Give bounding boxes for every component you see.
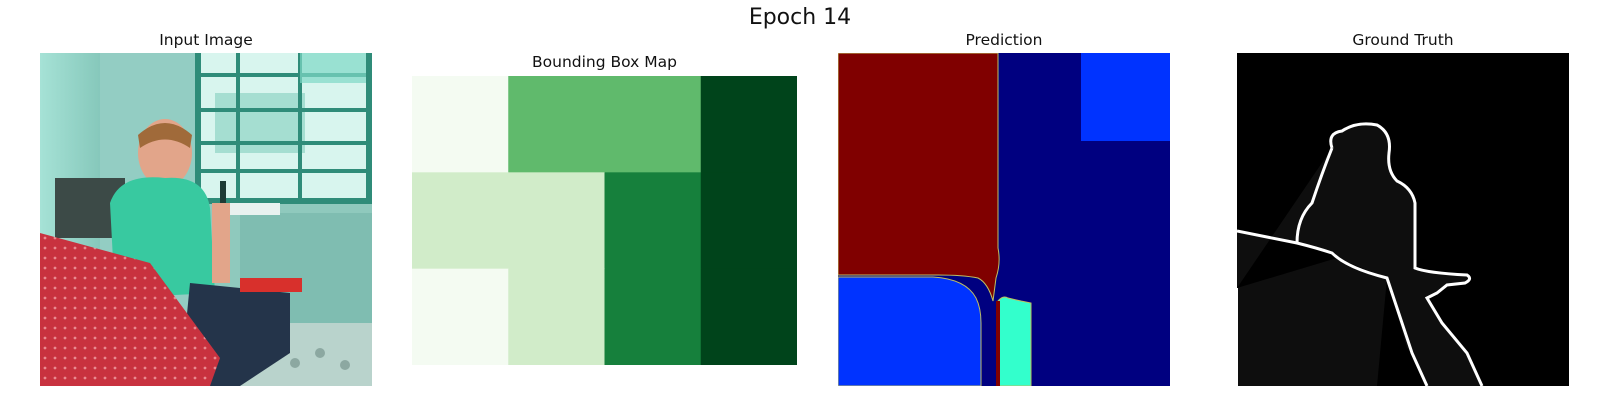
- figure-title: Epoch 14: [748, 5, 852, 30]
- bbox-cell: [700, 172, 797, 270]
- prediction-red-strip: [996, 301, 1000, 386]
- input-image: [40, 53, 372, 386]
- bbox-cell: [604, 76, 702, 173]
- bbox-cell: [412, 76, 509, 173]
- ground-truth-title: Ground Truth: [1352, 31, 1454, 49]
- bbox-cell: [508, 76, 605, 173]
- ground-truth-mask: [1237, 53, 1569, 386]
- bbox-cell: [508, 172, 605, 270]
- bounding-box-map-title: Bounding Box Map: [532, 53, 677, 71]
- bbox-cell: [412, 268, 509, 365]
- input-image-title: Input Image: [159, 31, 253, 49]
- prediction-title: Prediction: [965, 31, 1043, 49]
- bounding-box-map: [412, 76, 797, 365]
- prediction-blue-region-top: [1081, 53, 1170, 141]
- prediction-segmentation: [838, 53, 1170, 386]
- bbox-cell: [508, 268, 605, 365]
- ground-truth-edge-back: [1295, 147, 1334, 244]
- bounding-box-grid: [412, 76, 797, 365]
- ground-truth-edge-person: [1329, 122, 1484, 386]
- bbox-cell: [700, 76, 797, 173]
- prediction-red-region: [838, 53, 1000, 302]
- ground-truth-foreground: [1237, 123, 1482, 386]
- bbox-cell: [604, 172, 702, 270]
- ground-truth-map: [1237, 53, 1569, 386]
- bbox-cell: [604, 268, 702, 365]
- ground-truth-edge-arm: [1237, 229, 1429, 386]
- prediction-blue-region-bottom: [838, 276, 982, 386]
- bbox-cell: [700, 268, 797, 365]
- prediction-map: [838, 53, 1170, 386]
- prediction-cyan-region: [997, 296, 1032, 386]
- input-image-picture: [40, 53, 372, 386]
- bbox-cell: [412, 172, 509, 270]
